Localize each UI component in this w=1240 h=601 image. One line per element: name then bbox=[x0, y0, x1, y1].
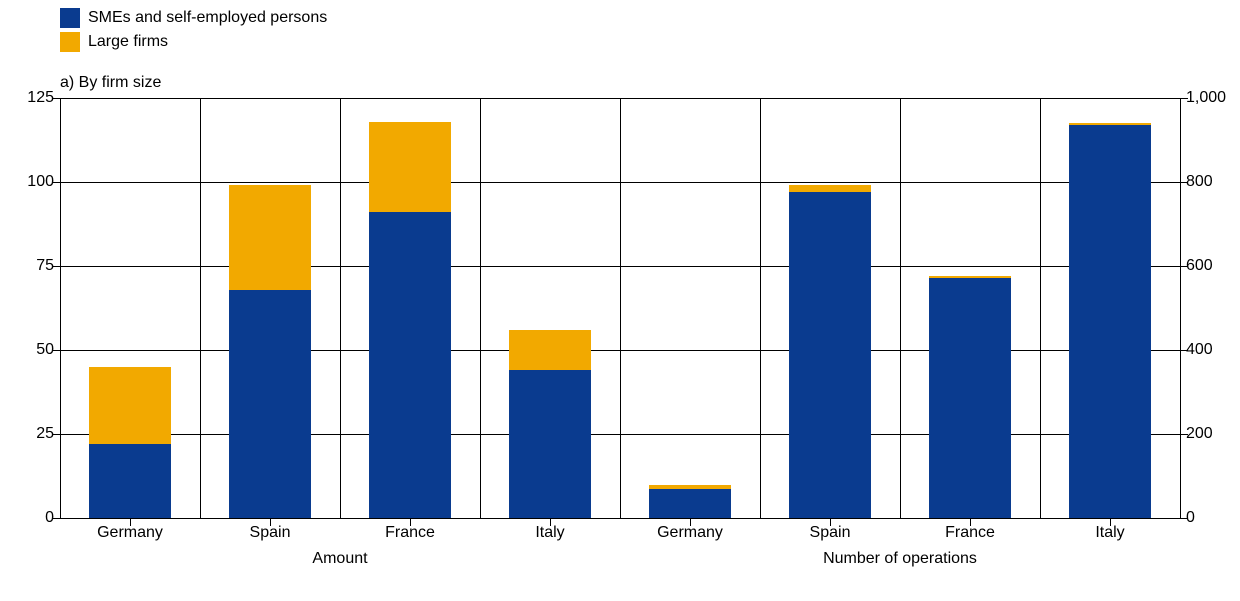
bar-amount-spain bbox=[229, 185, 310, 518]
gridline bbox=[620, 518, 1180, 519]
y-tick-label-right: 400 bbox=[1186, 341, 1213, 359]
panel-ops: 02004006008001,000GermanySpainFranceItal… bbox=[620, 98, 1180, 518]
gridline bbox=[1040, 98, 1041, 518]
x-tick-label: Italy bbox=[535, 524, 564, 542]
x-tick-label: France bbox=[945, 524, 995, 542]
panel-border bbox=[620, 98, 621, 518]
bar-segment-large bbox=[929, 276, 1010, 278]
bar-ops-germany bbox=[649, 485, 730, 518]
bar-amount-germany bbox=[89, 367, 170, 518]
y-tick-label-right: 600 bbox=[1186, 257, 1213, 275]
bar-segment-large bbox=[509, 330, 590, 370]
gridline bbox=[480, 98, 481, 518]
x-tick-label: France bbox=[385, 524, 435, 542]
y-tick-label-right: 200 bbox=[1186, 425, 1213, 443]
legend-label-smes: SMEs and self-employed persons bbox=[88, 9, 327, 27]
legend-swatch-smes bbox=[60, 8, 80, 28]
bar-segment-large bbox=[89, 367, 170, 444]
y-tick-label-left: 25 bbox=[36, 425, 54, 443]
panel-border bbox=[60, 98, 61, 518]
bar-segment-smes bbox=[509, 370, 590, 518]
bar-segment-smes bbox=[789, 192, 870, 518]
bar-segment-smes bbox=[229, 290, 310, 518]
gridline bbox=[900, 98, 901, 518]
x-axis-title: Amount bbox=[312, 550, 367, 568]
x-tick-label: Germany bbox=[97, 524, 163, 542]
y-tick-label-left: 125 bbox=[27, 89, 54, 107]
x-tick-label: Spain bbox=[250, 524, 291, 542]
bar-segment-large bbox=[229, 185, 310, 289]
legend-item-large: Large firms bbox=[60, 30, 327, 54]
x-tick-label: Spain bbox=[810, 524, 851, 542]
chart-root: SMEs and self-employed persons Large fir… bbox=[0, 0, 1240, 601]
y-tick-label-left: 50 bbox=[36, 341, 54, 359]
bar-segment-smes bbox=[89, 444, 170, 518]
panel-border bbox=[1180, 98, 1181, 518]
bar-amount-france bbox=[369, 122, 450, 518]
bar-amount-italy bbox=[509, 330, 590, 518]
y-tick-label-left: 75 bbox=[36, 257, 54, 275]
panel-amount: 0255075100125GermanySpainFranceItalyAmou… bbox=[60, 98, 620, 518]
x-tick-label: Germany bbox=[657, 524, 723, 542]
legend-label-large: Large firms bbox=[88, 33, 168, 51]
bar-segment-large bbox=[649, 485, 730, 489]
gridline bbox=[200, 98, 201, 518]
x-axis-title: Number of operations bbox=[823, 550, 977, 568]
bar-segment-large bbox=[789, 185, 870, 192]
legend-swatch-large bbox=[60, 32, 80, 52]
legend-item-smes: SMEs and self-employed persons bbox=[60, 6, 327, 30]
bar-segment-smes bbox=[369, 212, 450, 518]
panel-subtitle: a) By firm size bbox=[60, 74, 161, 92]
gridline bbox=[60, 518, 620, 519]
bar-segment-large bbox=[369, 122, 450, 213]
bar-ops-italy bbox=[1069, 123, 1150, 518]
bar-segment-large bbox=[1069, 123, 1150, 125]
y-tick-label-left: 100 bbox=[27, 173, 54, 191]
x-tick-label: Italy bbox=[1095, 524, 1124, 542]
bar-segment-smes bbox=[649, 489, 730, 518]
bar-ops-spain bbox=[789, 185, 870, 518]
y-tick-label-right: 800 bbox=[1186, 173, 1213, 191]
bar-ops-france bbox=[929, 276, 1010, 518]
y-tick-label-right: 0 bbox=[1186, 509, 1195, 527]
y-tick-label-right: 1,000 bbox=[1186, 89, 1226, 107]
gridline bbox=[760, 98, 761, 518]
bar-segment-smes bbox=[929, 278, 1010, 518]
gridline bbox=[340, 98, 341, 518]
legend: SMEs and self-employed persons Large fir… bbox=[60, 6, 327, 54]
y-tick-label-left: 0 bbox=[45, 509, 54, 527]
bar-segment-smes bbox=[1069, 125, 1150, 518]
